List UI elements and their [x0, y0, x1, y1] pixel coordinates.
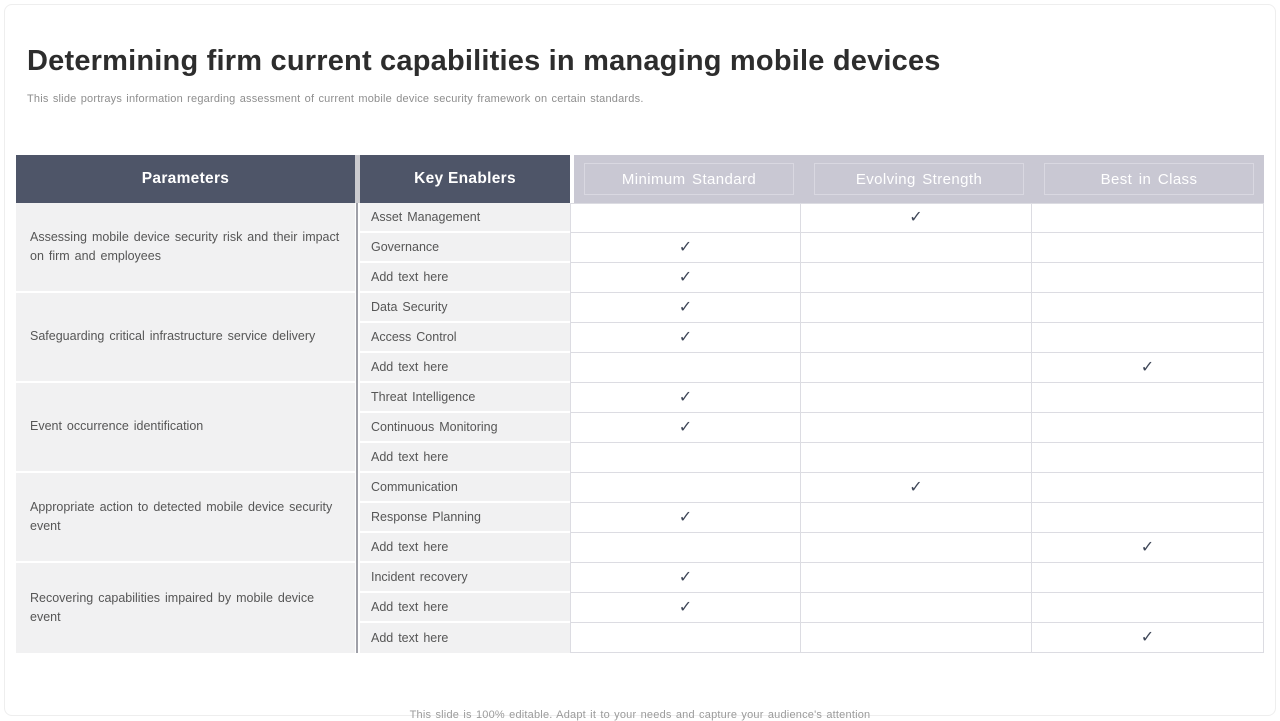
header-gap — [355, 155, 360, 203]
check-cell-empty — [1032, 443, 1264, 473]
check-cell-empty — [570, 623, 801, 653]
enabler-cell: Incident recovery — [360, 563, 570, 593]
rating-header-cell: Minimum Standard — [574, 155, 804, 203]
column-header-best-in-class: Best in Class — [1044, 163, 1254, 195]
column-header-key-enablers: Key Enablers — [360, 155, 570, 203]
enabler-cell: Communication — [360, 473, 570, 503]
check-cell-checked: ✓ — [570, 233, 801, 263]
checkmark-icon: ✓ — [1140, 628, 1155, 646]
parameter-cell: Appropriate action to detected mobile de… — [16, 473, 355, 563]
checkmark-icon: ✓ — [909, 478, 923, 496]
checkmark-icon: ✓ — [678, 238, 693, 256]
enabler-cell: Governance — [360, 233, 570, 263]
check-cell-empty — [570, 353, 801, 383]
check-cell-checked: ✓ — [570, 293, 801, 323]
check-cell-empty — [801, 563, 1032, 593]
check-cell-empty — [1032, 563, 1264, 593]
check-cell-empty — [1032, 323, 1264, 353]
check-cell-empty — [1032, 263, 1264, 293]
check-cell-empty — [570, 443, 801, 473]
enabler-cell: Asset Management — [360, 203, 570, 233]
check-cell-empty — [570, 533, 801, 563]
checkmark-icon: ✓ — [678, 328, 693, 346]
enabler-cell: Add text here — [360, 533, 570, 563]
slide-footer-note: This slide is 100% editable. Adapt it to… — [409, 709, 871, 721]
enabler-cell: Threat Intelligence — [360, 383, 570, 413]
check-cell-empty — [801, 383, 1032, 413]
check-cell-empty — [801, 323, 1032, 353]
check-cell-empty — [801, 503, 1032, 533]
enabler-cell: Add text here — [360, 593, 570, 623]
check-cell-empty — [801, 623, 1032, 653]
check-cell-empty — [801, 233, 1032, 263]
check-cell-empty — [801, 353, 1032, 383]
check-cell-checked: ✓ — [570, 503, 801, 533]
column-header-parameters: Parameters — [16, 155, 355, 203]
parameter-cell: Assessing mobile device security risk an… — [16, 203, 355, 293]
checkmark-icon: ✓ — [678, 568, 693, 586]
parameter-cell: Event occurrence identification — [16, 383, 355, 473]
check-cell-empty — [1032, 383, 1264, 413]
check-cell-empty — [1032, 413, 1264, 443]
enabler-cell: Continuous Monitoring — [360, 413, 570, 443]
check-cell-empty — [801, 293, 1032, 323]
check-cell-empty — [801, 443, 1032, 473]
check-cell-empty — [1032, 293, 1264, 323]
check-cell-empty — [570, 473, 801, 503]
checkmark-icon: ✓ — [678, 508, 693, 526]
checkmark-icon: ✓ — [1140, 538, 1155, 556]
rating-headers-strip: Minimum Standard Evolving Strength Best … — [574, 155, 1264, 203]
table-body: Assessing mobile device security risk an… — [16, 203, 1264, 653]
table-header-row: Parameters Key Enablers Minimum Standard… — [16, 155, 1264, 203]
check-cell-empty — [801, 533, 1032, 563]
checkmark-icon: ✓ — [678, 298, 693, 316]
header-gap — [570, 155, 574, 203]
check-cell-checked: ✓ — [570, 323, 801, 353]
check-cell-empty — [801, 593, 1032, 623]
capabilities-table: Parameters Key Enablers Minimum Standard… — [16, 155, 1264, 653]
parameter-cell: Safeguarding critical infrastructure ser… — [16, 293, 355, 383]
check-cell-empty — [1032, 593, 1264, 623]
enabler-cell: Add text here — [360, 443, 570, 473]
check-cell-checked: ✓ — [570, 383, 801, 413]
check-cell-checked: ✓ — [570, 593, 801, 623]
enabler-cell: Access Control — [360, 323, 570, 353]
column-header-minimum-standard: Minimum Standard — [584, 163, 794, 195]
check-cell-checked: ✓ — [1032, 533, 1264, 563]
enabler-cell: Data Security — [360, 293, 570, 323]
check-cell-checked: ✓ — [570, 413, 801, 443]
check-cell-checked: ✓ — [801, 473, 1032, 503]
check-cell-empty — [1032, 203, 1264, 233]
check-cell-checked: ✓ — [570, 263, 801, 293]
checkmark-icon: ✓ — [909, 209, 923, 226]
rating-header-cell: Evolving Strength — [804, 155, 1034, 203]
check-cell-checked: ✓ — [570, 563, 801, 593]
check-cell-empty — [801, 413, 1032, 443]
checkmark-icon: ✓ — [678, 418, 693, 436]
checkmark-icon: ✓ — [678, 598, 693, 616]
column-header-evolving-strength: Evolving Strength — [814, 163, 1024, 195]
checkmark-icon: ✓ — [678, 388, 693, 406]
enabler-cell: Response Planning — [360, 503, 570, 533]
check-cell-empty — [1032, 503, 1264, 533]
check-cell-empty — [801, 263, 1032, 293]
checkmark-icon: ✓ — [1140, 358, 1155, 376]
check-cell-checked: ✓ — [1032, 623, 1264, 653]
checkmark-icon: ✓ — [678, 268, 693, 286]
check-cell-empty — [1032, 473, 1264, 503]
enabler-cell: Add text here — [360, 353, 570, 383]
column-divider — [355, 203, 360, 653]
check-cell-checked: ✓ — [801, 203, 1032, 233]
parameter-cell: Recovering capabilities impaired by mobi… — [16, 563, 355, 653]
enabler-cell: Add text here — [360, 623, 570, 653]
slide-subtitle: This slide portrays information regardin… — [27, 93, 644, 105]
check-cell-empty — [570, 203, 801, 233]
check-cell-checked: ✓ — [1032, 353, 1264, 383]
rating-header-cell: Best in Class — [1034, 155, 1264, 203]
check-cell-empty — [1032, 233, 1264, 263]
slide-title: Determining firm current capabilities in… — [27, 45, 941, 78]
enabler-cell: Add text here — [360, 263, 570, 293]
